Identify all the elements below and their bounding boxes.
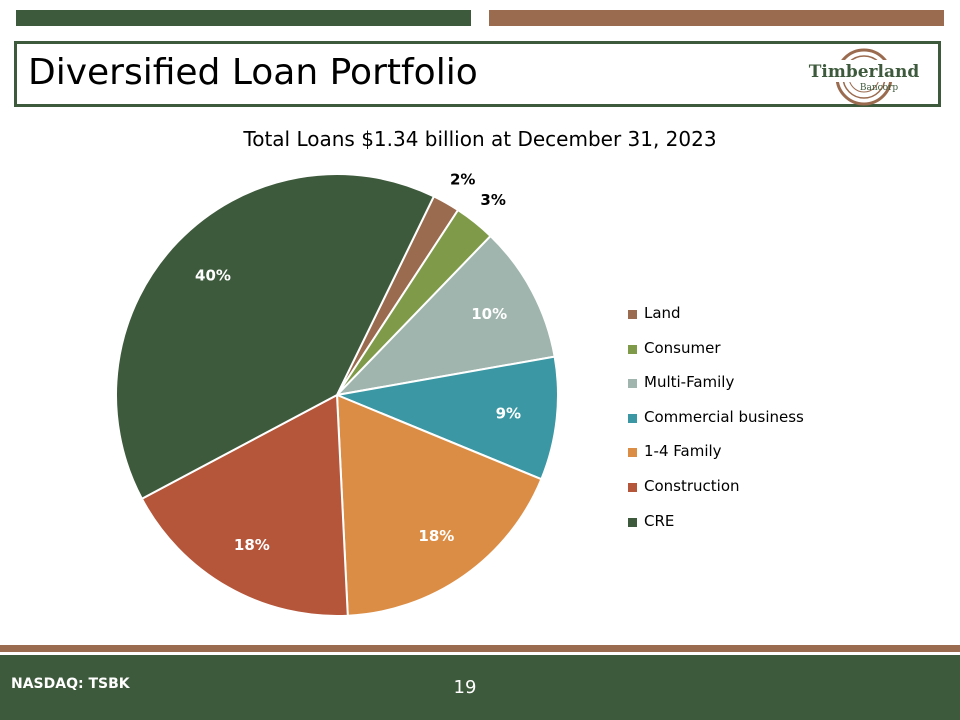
legend-label: Construction — [644, 476, 740, 495]
footer-bar: NASDAQ: TSBK 19 — [0, 655, 960, 720]
legend-swatch — [628, 448, 637, 458]
pie-slice-commercial-business — [333, 355, 559, 481]
logo-subtext: Bancorp — [859, 83, 899, 93]
footer-ticker: NASDAQ: TSBK — [11, 676, 130, 692]
pie-slice-1-4-family — [335, 393, 543, 617]
logo-wordmark: Timberland — [808, 62, 920, 82]
slice-label-commercial-business: 9% — [496, 405, 521, 423]
legend-swatch — [628, 517, 637, 527]
legend-label: Multi-Family — [644, 373, 735, 392]
legend-label: Commercial business — [644, 407, 804, 426]
title-box: Diversified Loan Portfolio Timberland Ba… — [14, 41, 941, 107]
page-number: 19 — [453, 677, 477, 698]
legend-swatch — [628, 413, 637, 423]
pie-slice-cre — [115, 173, 436, 501]
chart-legend: Land Consumer Multi-Family Commercial busin… — [628, 304, 804, 546]
pie-slice-multi-family — [334, 234, 556, 397]
timberland-logo: Timberland Bancorp — [799, 46, 929, 106]
legend-item: 1-4 Family — [628, 442, 804, 477]
legend-item: Construction — [628, 477, 804, 512]
legend-swatch — [628, 344, 637, 354]
legend-label: CRE — [644, 511, 675, 530]
top-accent-bar-right — [489, 10, 944, 26]
slice-label-construction: 18% — [234, 536, 270, 554]
slide-title: Diversified Loan Portfolio — [28, 52, 478, 93]
slice-label-cre: 40% — [195, 266, 231, 284]
legend-item: CRE — [628, 512, 804, 547]
legend-swatch — [628, 482, 637, 492]
tree-ring-logo-icon — [819, 48, 909, 106]
legend-item: Multi-Family — [628, 373, 804, 408]
slice-label-consumer: 3% — [480, 191, 505, 209]
chart-title: Total Loans $1.34 billion at December 31… — [243, 127, 717, 151]
top-accent-bar-left — [16, 10, 471, 26]
legend-swatch — [628, 310, 637, 319]
slice-label-land: 2% — [450, 170, 475, 188]
legend-label: Land — [644, 304, 681, 322]
legend-label: 1-4 Family — [644, 442, 722, 461]
slice-label-multi-family: 10% — [471, 305, 507, 323]
legend-swatch — [628, 379, 637, 389]
pie-slice-construction — [140, 393, 349, 617]
legend-item: Land — [628, 304, 804, 339]
slice-label-1-4-family: 18% — [418, 527, 454, 545]
footer-accent-line — [0, 645, 960, 652]
legend-item: Commercial business — [628, 408, 804, 443]
legend-label: Consumer — [644, 338, 721, 357]
legend-item: Consumer — [628, 339, 804, 374]
